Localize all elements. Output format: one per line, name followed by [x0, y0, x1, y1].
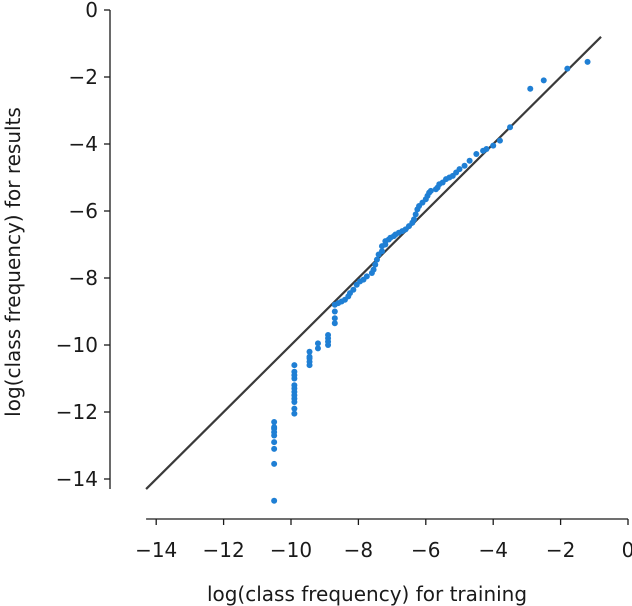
data-point [271, 445, 278, 452]
data-point [291, 398, 298, 405]
x-tick-label: −12 [202, 538, 244, 562]
data-point [540, 77, 547, 84]
data-point [291, 410, 298, 417]
data-point [564, 65, 571, 72]
x-tick-label: −8 [344, 538, 373, 562]
data-point [271, 419, 278, 426]
axes [109, 10, 628, 520]
x-tick-label: −10 [270, 538, 312, 562]
data-point [271, 497, 278, 504]
data-point [483, 146, 490, 153]
data-point [412, 211, 419, 218]
data-point [527, 85, 534, 92]
y-tick-label: −4 [69, 132, 98, 156]
data-point [350, 286, 357, 293]
data-point [456, 166, 463, 173]
data-point [373, 256, 380, 263]
data-point [411, 216, 418, 223]
data-point [271, 460, 278, 467]
data-point [271, 424, 278, 431]
y-tick-label: −8 [69, 266, 98, 290]
data-point [331, 315, 338, 322]
data-point [370, 266, 377, 273]
data-point [331, 320, 338, 327]
data-point [427, 187, 434, 194]
points-layer [271, 58, 591, 504]
y-tick-label: −2 [69, 65, 98, 89]
data-point [306, 348, 313, 355]
y-axis-label: log(class frequency) for results [1, 107, 25, 417]
data-point [314, 345, 321, 352]
data-point [314, 340, 321, 347]
data-point [291, 372, 298, 379]
data-point [378, 248, 385, 255]
data-point [363, 273, 370, 280]
y-tick-label: −12 [56, 400, 98, 424]
data-point [507, 124, 514, 131]
y-tick-label: −10 [56, 333, 98, 357]
x-tick-label: −14 [135, 538, 177, 562]
x-tick-label: −4 [478, 538, 507, 562]
data-point [331, 308, 338, 315]
data-point [496, 137, 503, 144]
ticks-layer: −14 −12 −10 −8 −6 −4 −2 0 −14 −12 −10 −8 −6 −4 −2 0 [56, 0, 632, 562]
data-point [461, 162, 468, 169]
data-point [271, 429, 278, 436]
data-point [291, 362, 298, 369]
y-tick-label: −14 [56, 467, 98, 491]
data-point [490, 142, 497, 149]
x-tick-label: −2 [546, 538, 575, 562]
data-point [306, 362, 313, 369]
data-point [325, 342, 332, 348]
y-tick-label: −6 [69, 199, 98, 223]
x-tick-label: −6 [411, 538, 440, 562]
data-point [466, 157, 473, 164]
data-point [291, 385, 298, 392]
x-axis-label: log(class frequency) for training [207, 582, 527, 606]
y-tick-label: 0 [85, 0, 98, 22]
data-point [584, 58, 591, 65]
x-tick-label: 0 [622, 538, 632, 562]
data-point [291, 405, 298, 412]
data-point [473, 151, 480, 158]
data-point [372, 261, 379, 268]
data-point [271, 439, 278, 446]
data-point [306, 355, 313, 362]
